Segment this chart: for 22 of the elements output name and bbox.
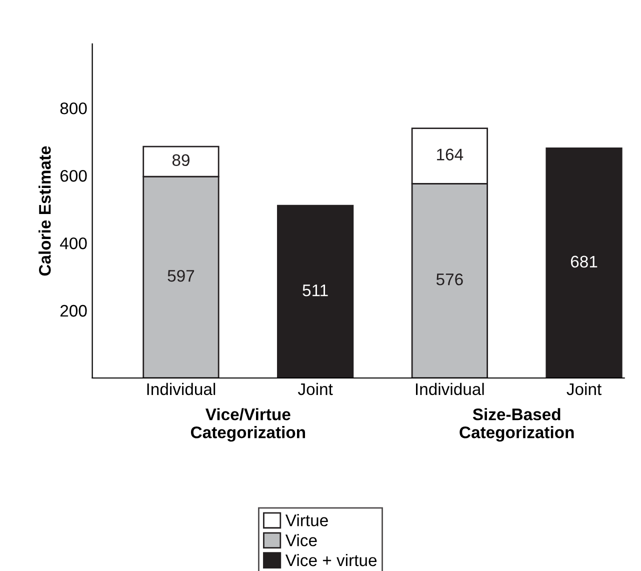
data-label: 681 — [570, 256, 598, 268]
legend-label: Vice + virtue — [285, 554, 377, 566]
y-tick-label: 600 — [60, 170, 87, 182]
bar — [546, 148, 622, 378]
data-label: 511 — [302, 284, 328, 296]
x-tick-label: Individual — [147, 382, 216, 396]
y-tick-label: 400 — [60, 237, 87, 250]
text: Size-Based Categorization — [460, 408, 574, 442]
y-axis-title: Calorie Estimate — [38, 146, 51, 276]
data-label: 576 — [436, 274, 463, 286]
legend-label: Vice — [285, 534, 317, 546]
x-tick-label: Joint — [566, 382, 602, 396]
y-tick-label: 800 — [60, 102, 87, 114]
data-label: 597 — [168, 270, 194, 282]
legend-label: Virtue — [285, 514, 328, 526]
x-tick-label: Individual — [416, 382, 484, 396]
x-tick-label: Joint — [298, 382, 333, 396]
bar — [277, 204, 354, 378]
text: Vice/Virtue Categorization — [190, 408, 305, 442]
data-label: 89 — [172, 154, 190, 166]
y-tick-label: 200 — [60, 304, 87, 317]
data-label: 164 — [437, 148, 464, 160]
